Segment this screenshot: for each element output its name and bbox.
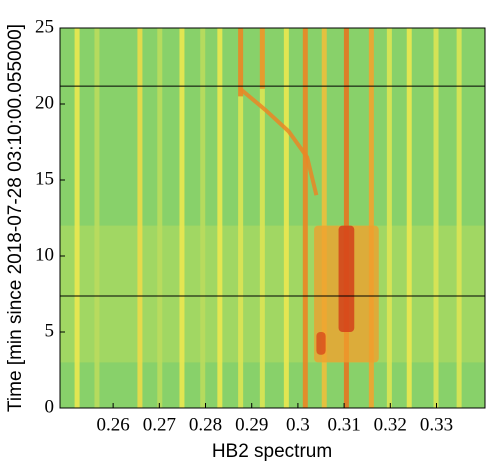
heat-streak: [179, 28, 185, 408]
y-tick-label: 10: [35, 244, 54, 265]
x-tick-label: 0.27: [143, 414, 176, 435]
heat-streak: [259, 88, 265, 408]
y-axis-label: Time [min since 2018-07-28 03:10:00.0550…: [5, 24, 26, 412]
y-tick-label: 15: [35, 168, 54, 189]
heat-streak: [386, 28, 392, 408]
heat-streak: [238, 28, 244, 97]
x-tick-label: 0.26: [97, 414, 130, 435]
heat-streak: [74, 28, 80, 408]
heat-streak: [406, 28, 412, 408]
x-tick-label: 0.29: [235, 414, 268, 435]
heat-streak: [368, 28, 374, 408]
x-tick-label: 0.28: [189, 414, 222, 435]
heat-hotspot: [316, 332, 326, 355]
heat-streak: [283, 28, 289, 408]
x-tick-label: 0.32: [374, 414, 407, 435]
heat-streak: [157, 28, 163, 408]
x-tick-label: 0.3: [286, 414, 310, 435]
x-tick-label: 0.31: [327, 414, 360, 435]
heat-streak: [238, 96, 244, 408]
heat-streak: [94, 28, 100, 408]
x-axis-label: HB2 spectrum: [212, 441, 332, 462]
heat-streak: [200, 28, 206, 408]
heat-streak: [137, 28, 143, 408]
heat-hotspot: [338, 225, 355, 332]
y-tick-label: 25: [35, 16, 54, 37]
heat-streak: [433, 28, 439, 408]
heat-streak: [456, 28, 462, 408]
heat-streak: [343, 28, 349, 408]
plot-area: [60, 28, 485, 408]
y-tick-label: 5: [45, 320, 55, 341]
y-tick-label: 0: [45, 396, 55, 417]
plot-frame: [59, 27, 486, 409]
heat-streak: [321, 28, 327, 408]
heat-band: [60, 225, 485, 363]
heat-streak: [259, 28, 265, 89]
heat-drift: [238, 87, 319, 196]
x-tick-label: 0.33: [420, 414, 453, 435]
y-tick-label: 20: [35, 92, 54, 113]
heat-streak: [217, 28, 223, 408]
heat-streak: [302, 28, 308, 408]
